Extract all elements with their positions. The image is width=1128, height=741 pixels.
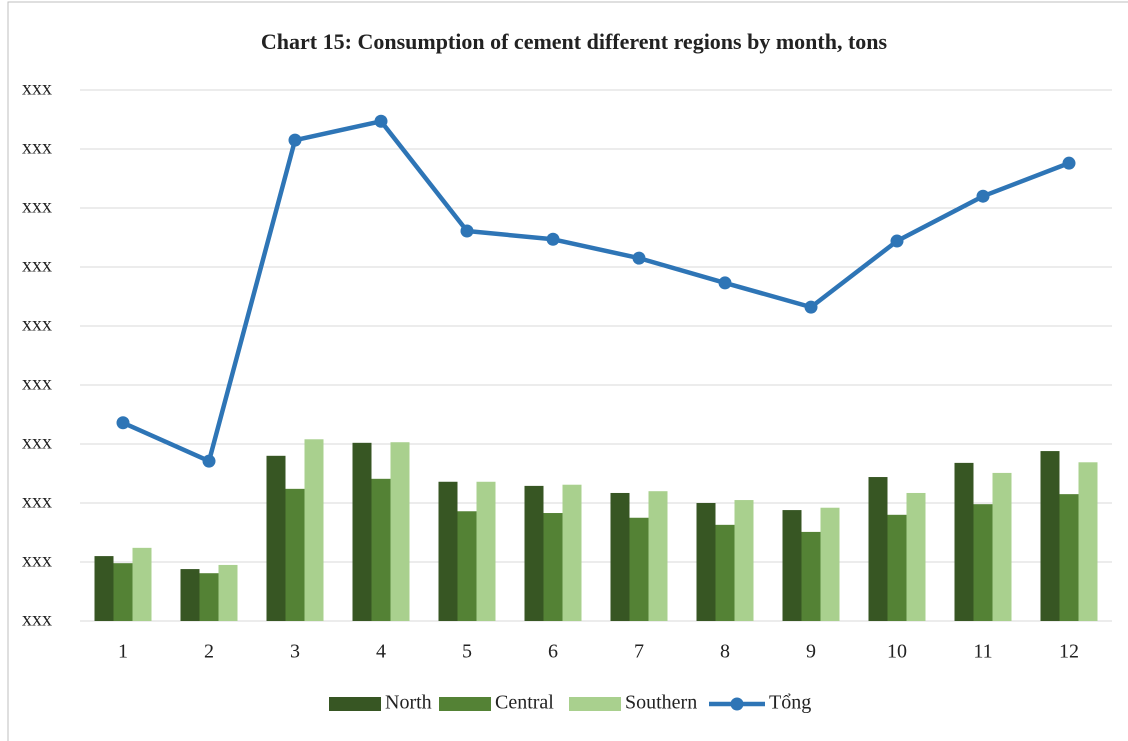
bar [648, 491, 668, 621]
x-tick-label: 8 [720, 641, 730, 663]
bar [696, 503, 716, 621]
legend-label: Southern [625, 692, 697, 714]
x-tick-label: 12 [1059, 641, 1079, 663]
y-tick-label: xxx [22, 314, 52, 336]
bar [476, 481, 496, 621]
bar [457, 511, 477, 621]
bar [887, 514, 907, 621]
line [122, 119, 1070, 464]
x-tick-label: 1 [118, 641, 128, 663]
legend-item: Central [439, 692, 554, 714]
x-tick-label: 9 [806, 641, 816, 663]
y-tick-label: xxx [22, 491, 52, 513]
bar [1078, 462, 1098, 621]
y-tick-label: xxx [22, 137, 52, 159]
x-tick-label: 10 [887, 641, 907, 663]
bar [371, 478, 391, 621]
bar [94, 556, 114, 621]
bar [715, 524, 735, 621]
line-point [116, 416, 130, 430]
legend-item: North [329, 692, 432, 714]
y-tick-label: xxx [22, 609, 52, 631]
bar [992, 472, 1012, 621]
y-tick-label: xxx [22, 432, 52, 454]
bar [973, 504, 993, 621]
y-tick-label: xxx [22, 550, 52, 572]
line-point [1062, 156, 1076, 170]
bar [266, 455, 286, 621]
x-tick-label: 5 [462, 641, 472, 663]
x-tick-label: 6 [548, 641, 558, 663]
bar [132, 547, 152, 621]
line-point [374, 114, 388, 128]
bar [1059, 494, 1079, 621]
bar [352, 442, 372, 621]
bar [734, 500, 754, 621]
bar [390, 442, 410, 621]
y-tick-label: xxx [22, 78, 52, 100]
legend-swatch [569, 697, 621, 711]
line-point [890, 234, 904, 248]
x-tick-label: 3 [290, 641, 300, 663]
line-point [804, 300, 818, 314]
line-point [546, 232, 560, 246]
x-tick-label: 4 [376, 641, 386, 663]
legend-label: Central [495, 692, 554, 714]
legend-swatch [439, 697, 491, 711]
bar [629, 517, 649, 621]
line-point [288, 133, 302, 147]
line-point [202, 454, 216, 468]
line-point [632, 251, 646, 265]
bar [801, 531, 821, 621]
bar [1040, 451, 1060, 621]
legend-label: North [385, 692, 432, 714]
x-tick-label: 2 [204, 641, 214, 663]
bar [199, 573, 219, 621]
bar [438, 481, 458, 621]
x-tick-label: 7 [634, 641, 644, 663]
chart-frame [7, 1, 1128, 741]
line-point [976, 189, 990, 203]
legend-swatch [730, 697, 744, 711]
bar [906, 492, 926, 621]
bar [218, 564, 238, 621]
bar [820, 507, 840, 621]
legend-swatch [329, 697, 381, 711]
bar [562, 484, 582, 621]
bar [543, 513, 563, 621]
y-tick-label: xxx [22, 196, 52, 218]
bar [113, 563, 133, 621]
y-tick-label: xxx [22, 373, 52, 395]
legend-item: Tổng [709, 692, 811, 714]
legend-label: Tổng [769, 692, 811, 714]
bar [304, 439, 324, 621]
y-tick-label: xxx [22, 255, 52, 277]
bar [610, 492, 630, 621]
bar [524, 485, 544, 621]
bar [285, 488, 305, 621]
bar [180, 569, 200, 621]
chart-title: Chart 15: Consumption of cement differen… [261, 29, 888, 54]
line-point [718, 276, 732, 290]
legend-item: Southern [569, 692, 697, 714]
line-point [460, 224, 474, 238]
x-tick-label: 11 [973, 641, 992, 663]
bar [782, 510, 802, 621]
bar [868, 477, 888, 621]
bar [954, 462, 974, 621]
